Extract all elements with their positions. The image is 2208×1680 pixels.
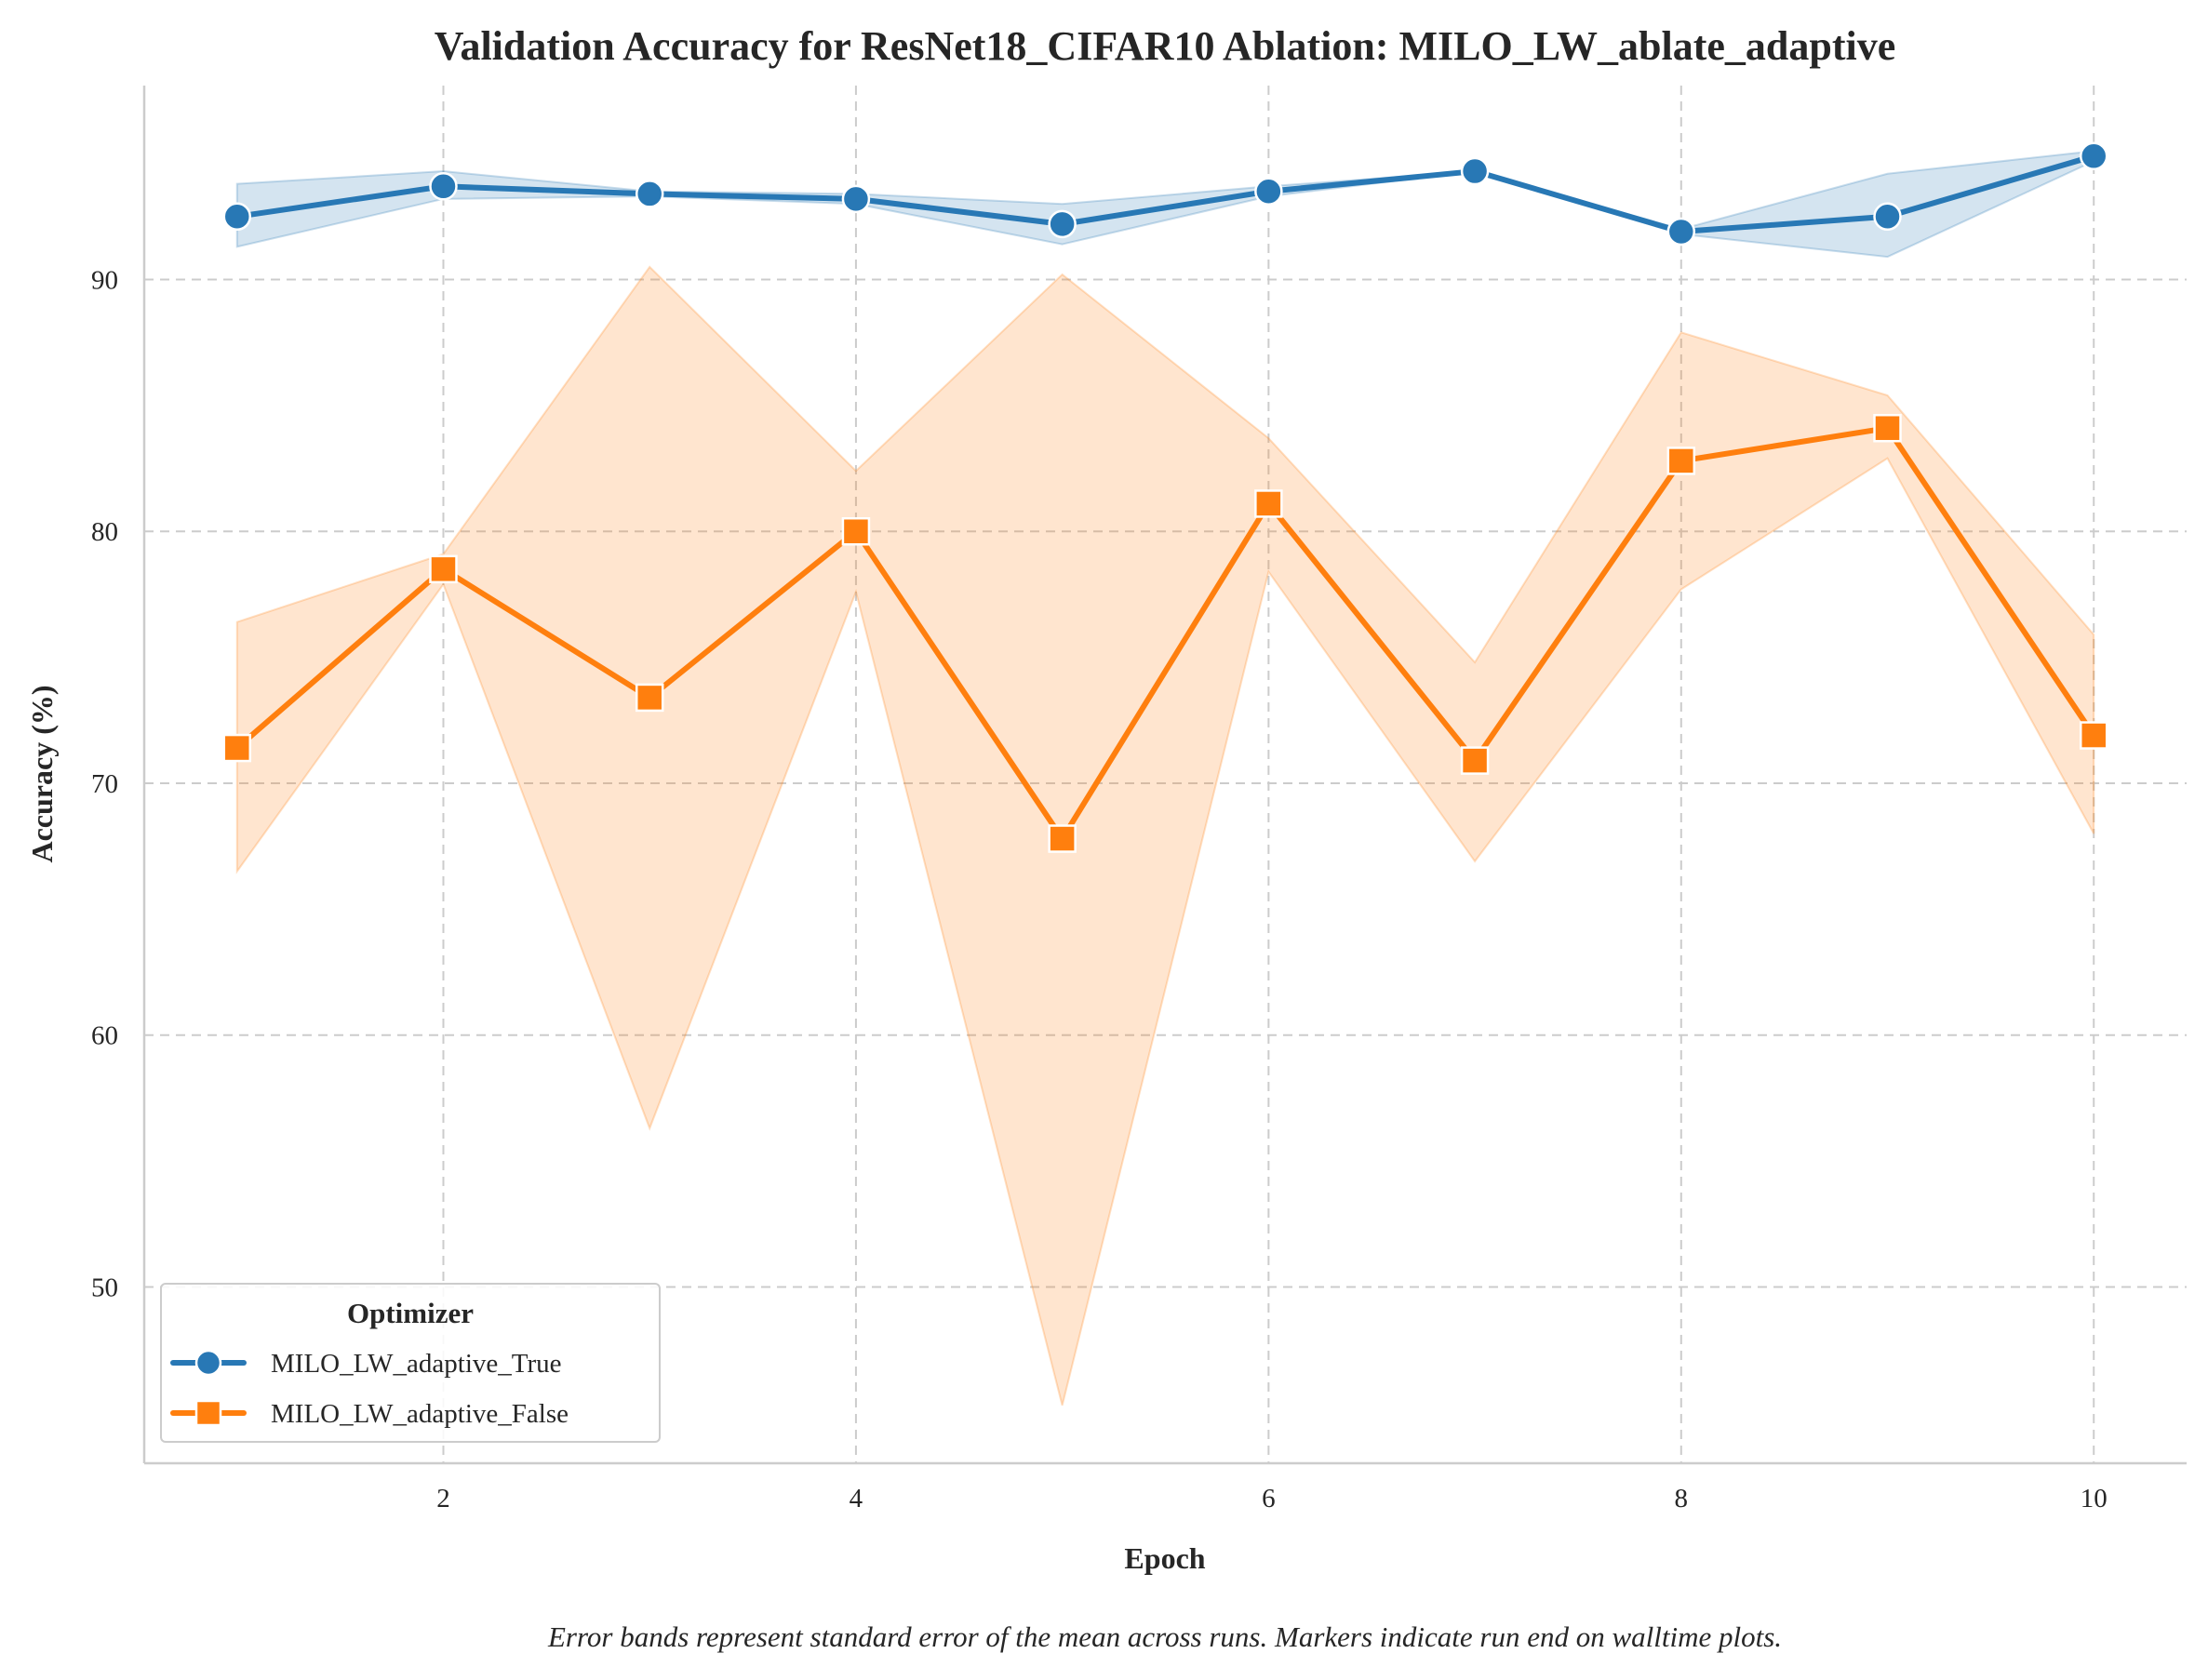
data-point xyxy=(1254,489,1283,518)
data-point xyxy=(841,516,871,546)
x-tick-label: 4 xyxy=(850,1484,863,1513)
legend-items: MILO_LW_adaptive_True MILO_LW_adaptive_Fa… xyxy=(170,1349,569,1429)
data-point xyxy=(222,733,252,763)
data-point xyxy=(1873,413,1902,443)
data-point xyxy=(635,180,664,208)
data-point xyxy=(1048,209,1077,239)
data-point xyxy=(841,184,871,214)
legend-title: Optimizer xyxy=(347,1297,474,1329)
series-line-1 xyxy=(234,425,2097,842)
legend-frame xyxy=(160,1283,661,1443)
data-point xyxy=(1666,217,1696,247)
series-line-0 xyxy=(234,153,2097,235)
x-tick-label: 8 xyxy=(1675,1484,1689,1513)
legend-marker-0 xyxy=(194,1349,222,1377)
data-point xyxy=(635,683,664,713)
y-tick-label: 80 xyxy=(91,517,118,547)
data-point xyxy=(2079,721,2108,750)
error-band-1 xyxy=(235,265,2095,1406)
y-tick-label: 70 xyxy=(91,769,118,799)
y-tick-label: 90 xyxy=(91,265,118,295)
data-point xyxy=(429,172,458,201)
x-axis-label: Epoch xyxy=(1124,1541,1205,1575)
y-axis-label: Accuracy (%) xyxy=(25,685,59,862)
caption: Error bands represent standard error of … xyxy=(547,1620,1782,1653)
data-point xyxy=(222,202,252,232)
y-tick-label: 60 xyxy=(91,1021,118,1051)
data-point xyxy=(429,554,458,584)
y-tick-labels: 50 60 70 80 90 xyxy=(91,265,118,1302)
x-tick-label: 6 xyxy=(1262,1484,1276,1513)
legend-label-1: MILO_LW_adaptive_False xyxy=(271,1399,569,1429)
series-markers xyxy=(222,141,2108,853)
series-lines xyxy=(234,153,2097,842)
data-point xyxy=(1873,202,1902,232)
data-point xyxy=(1666,447,1696,475)
x-tick-label: 2 xyxy=(436,1484,450,1513)
legend-label-0: MILO_LW_adaptive_True xyxy=(271,1349,562,1379)
data-point xyxy=(1460,156,1490,186)
data-point xyxy=(1048,824,1077,853)
legend-marker-1 xyxy=(194,1399,222,1427)
chart-title: Validation Accuracy for ResNet18_CIFAR10… xyxy=(435,23,1896,69)
data-point xyxy=(1254,177,1283,206)
legend: Optimizer MILO_LW_adaptive_TrueMILO_LW_a… xyxy=(160,1283,661,1443)
data-point xyxy=(1460,746,1490,775)
x-tick-labels: 2 4 6 8 10 xyxy=(436,1484,2107,1513)
error-bands xyxy=(235,150,2095,1406)
y-tick-label: 50 xyxy=(91,1273,118,1302)
data-point xyxy=(2079,141,2108,171)
x-tick-label: 10 xyxy=(2081,1484,2108,1513)
